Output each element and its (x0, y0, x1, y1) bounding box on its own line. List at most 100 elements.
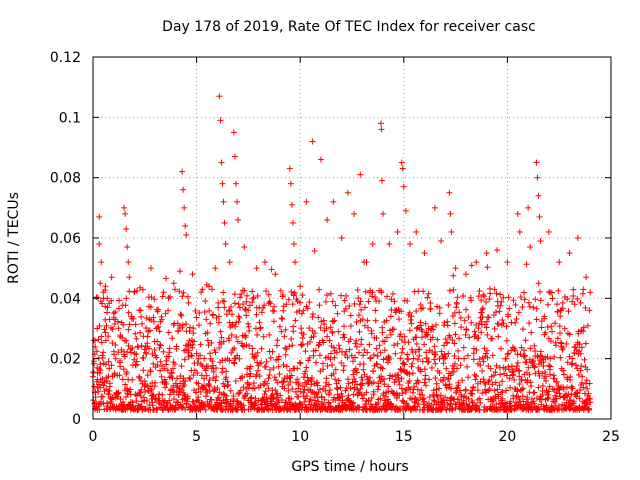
data-point-bulk (226, 337, 233, 344)
data-point-bulk (120, 321, 127, 328)
data-point-bulk (226, 307, 233, 314)
data-point-bulk (204, 329, 211, 336)
data-point-bulk (179, 293, 186, 300)
data-point-bulk (222, 397, 229, 404)
data-point-bulk (232, 378, 239, 385)
data-point-bulk (220, 380, 227, 387)
data-point-bulk (126, 321, 133, 328)
data-point-bulk (223, 374, 230, 381)
data-point-bulk (177, 380, 184, 387)
data-point-bulk (161, 376, 168, 383)
data-point-bulk (186, 337, 193, 344)
data-point-bulk (165, 307, 172, 314)
data-point-bulk (108, 362, 115, 369)
data-point-bulk (97, 367, 104, 374)
y-tick-label: 0.12 (50, 50, 81, 66)
data-point-bulk (197, 388, 204, 395)
data-point-bulk (161, 365, 168, 372)
data-point-bulk (117, 363, 124, 370)
data-point-bulk (105, 358, 112, 365)
x-tick-label: 0 (89, 429, 98, 445)
data-point-bulk (169, 335, 176, 342)
data-point-bulk (178, 363, 185, 370)
data-point-bulk (99, 393, 106, 400)
data-point-bulk (181, 381, 188, 388)
data-point-bulk (158, 373, 165, 380)
data-point-bulk (117, 396, 124, 403)
data-point-bulk (165, 353, 172, 360)
chart-title: Day 178 of 2019, Rate Of TEC Index for r… (162, 19, 536, 35)
data-point-bulk (159, 293, 166, 300)
data-point-bulk (167, 293, 174, 300)
data-point-bulk (97, 384, 104, 391)
data-point-bulk (195, 380, 202, 387)
data-point-bulk (148, 386, 155, 393)
y-tick-label: 0.1 (59, 110, 81, 126)
data-point-bulk (150, 360, 157, 367)
data-point-bulk (92, 394, 99, 401)
data-point-bulk (151, 296, 158, 303)
data-point-bulk (155, 306, 162, 313)
data-point-bulk (184, 393, 191, 400)
data-point-bulk (228, 331, 235, 338)
data-point-bulk (192, 389, 199, 396)
data-point-bulk (172, 286, 179, 293)
data-point-bulk (96, 365, 103, 372)
data-point-bulk (141, 346, 148, 353)
data-point-bulk (180, 289, 187, 296)
data-point-bulk (116, 305, 123, 312)
data-point-bulk (157, 367, 164, 374)
data-point-bulk (147, 304, 154, 311)
data-point-bulk (202, 393, 209, 400)
data-point-bulk (129, 376, 136, 383)
data-point-bulk (105, 333, 112, 340)
data-point-bulk (219, 369, 226, 376)
data-point-bulk (215, 319, 222, 326)
data-point-bulk (94, 294, 101, 301)
data-point-bulk (233, 319, 240, 326)
data-point-bulk (217, 328, 224, 335)
data-point-bulk (215, 394, 222, 401)
data-point-bulk (100, 349, 107, 356)
data-point-bulk (123, 369, 130, 376)
data-point-bulk (190, 325, 197, 332)
data-point-bulk (166, 391, 173, 398)
data-point-bulk (176, 288, 183, 295)
data-point-bulk (220, 338, 227, 345)
data-point-bulk (99, 375, 106, 382)
data-point-bulk (231, 291, 238, 298)
data-point-bulk (125, 342, 132, 349)
y-tick-label: 0 (72, 412, 81, 428)
data-point-bulk (194, 369, 201, 376)
data-point-bulk (136, 374, 143, 381)
data-point-bulk (210, 368, 217, 375)
data-point-bulk (146, 327, 153, 334)
data-point-bulk (205, 381, 212, 388)
data-point-bulk (140, 354, 147, 361)
data-point-bulk (160, 348, 167, 355)
data-point-bulk (126, 288, 133, 295)
data-point-bulk (133, 361, 140, 368)
data-point-bulk (99, 300, 106, 307)
data-point-bulk (177, 311, 184, 318)
data-point-bulk (181, 356, 188, 363)
data-point-bulk (201, 375, 208, 382)
data-point-bulk (194, 359, 201, 366)
data-point-bulk (123, 295, 130, 302)
data-point-bulk (103, 378, 110, 385)
data-point-bulk (152, 396, 159, 403)
data-point-bulk (175, 391, 182, 398)
data-point-bulk (135, 344, 142, 351)
data-point-bulk (223, 311, 230, 318)
data-point-bulk (203, 316, 210, 323)
data-point-bulk (137, 329, 144, 336)
data-point-bulk (149, 391, 156, 398)
data-point-bulk (201, 308, 208, 315)
data-point-bulk (234, 352, 241, 359)
data-point-bulk (216, 344, 223, 351)
data-point-bulk (146, 345, 153, 352)
data-point-bulk (179, 321, 186, 328)
data-point-bulk (229, 311, 236, 318)
data-point-bulk (132, 321, 139, 328)
data-point-bulk (195, 322, 202, 329)
